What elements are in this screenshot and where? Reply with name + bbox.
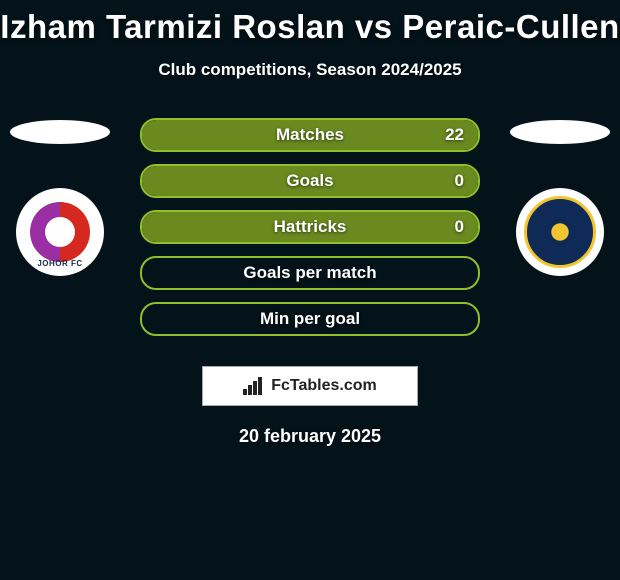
right-player-marker xyxy=(510,120,610,144)
comparison-chart: JOHOR FC Matches22Goals0Hattricks0Goals … xyxy=(0,118,620,348)
stat-bar: Matches 22 xyxy=(140,118,480,152)
stat-value-right: 0 xyxy=(455,171,464,191)
left-club-logo: JOHOR FC xyxy=(16,188,104,276)
footer-date: 20 february 2025 xyxy=(0,426,620,447)
stat-bar: Goals per match xyxy=(140,256,480,290)
right-player-column xyxy=(500,118,620,348)
stat-label: Min per goal xyxy=(260,309,360,329)
stat-label: Goals xyxy=(286,171,333,191)
fctables-bars-icon xyxy=(243,377,265,395)
stat-label: Goals per match xyxy=(243,263,376,283)
mariners-logo-icon xyxy=(524,196,596,268)
left-club-label: JOHOR FC xyxy=(16,259,104,268)
stat-value-right: 22 xyxy=(445,125,464,145)
stat-label: Matches xyxy=(276,125,344,145)
stat-bar: Goals 0 xyxy=(140,164,480,198)
stat-value-right: 0 xyxy=(455,217,464,237)
subtitle: Club competitions, Season 2024/2025 xyxy=(0,60,620,80)
branding-box: FcTables.com xyxy=(202,366,418,406)
page-title: Izham Tarmizi Roslan vs Peraic-Cullen xyxy=(0,0,620,46)
left-player-column: JOHOR FC xyxy=(0,118,120,348)
johor-fc-logo-icon xyxy=(30,202,90,262)
stat-label: Hattricks xyxy=(274,217,347,237)
stat-bar: Hattricks 0 xyxy=(140,210,480,244)
left-player-marker xyxy=(10,120,110,144)
branding-text: FcTables.com xyxy=(271,377,377,395)
stat-bars: Matches 22 Goals 0 Hattricks 0 Goals per match… xyxy=(140,118,480,348)
right-club-logo xyxy=(516,188,604,276)
stat-bar: Min per goal xyxy=(140,302,480,336)
